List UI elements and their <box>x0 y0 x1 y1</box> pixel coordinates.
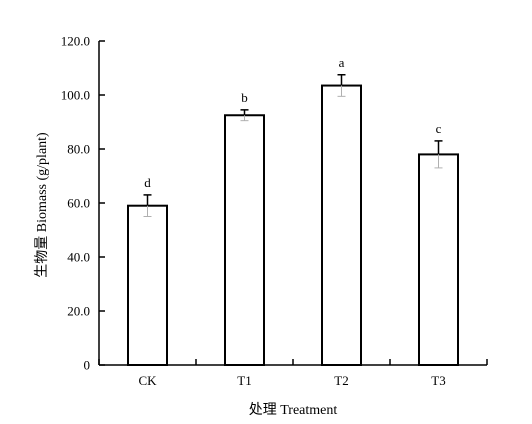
y-tick-label: 40.0 <box>67 250 90 265</box>
significance-label-t3: c <box>436 121 442 136</box>
x-axis-title: 处理 Treatment <box>249 402 338 418</box>
x-ticks <box>98 359 488 365</box>
category-label-t1: T1 <box>237 373 251 388</box>
y-tick-label: 20.0 <box>67 304 90 319</box>
error-bars <box>143 74 443 217</box>
significance-label-ck: d <box>144 175 151 190</box>
y-ticks: 0 20.0 40.0 60.0 80.0 100.0 120.0 <box>61 34 105 373</box>
y-tick-label: 80.0 <box>67 142 90 157</box>
y-tick-label: 120.0 <box>61 34 90 49</box>
bar-t1 <box>224 114 265 366</box>
y-tick-label: 0 <box>84 358 91 373</box>
significance-labels: d b a c <box>144 55 441 190</box>
error-bar-t3 <box>434 140 443 169</box>
y-tick-label: 60.0 <box>67 196 90 211</box>
y-tick-label: 100.0 <box>61 88 90 103</box>
error-bar-t1 <box>240 109 249 122</box>
significance-label-t1: b <box>241 90 248 105</box>
bars <box>127 84 459 367</box>
y-axis-title: 生物量 Biomass (g/plant) <box>34 132 50 278</box>
category-labels: CK T1 T2 T3 <box>138 373 445 388</box>
bar-t2 <box>321 84 362 367</box>
category-label-t2: T2 <box>334 373 348 388</box>
significance-label-t2: a <box>339 55 345 70</box>
error-bar-ck <box>143 194 152 217</box>
bar-t3 <box>418 153 459 366</box>
bar-ck <box>127 204 168 366</box>
category-label-ck: CK <box>138 373 157 388</box>
category-label-t3: T3 <box>431 373 445 388</box>
error-bar-t2 <box>337 74 346 97</box>
